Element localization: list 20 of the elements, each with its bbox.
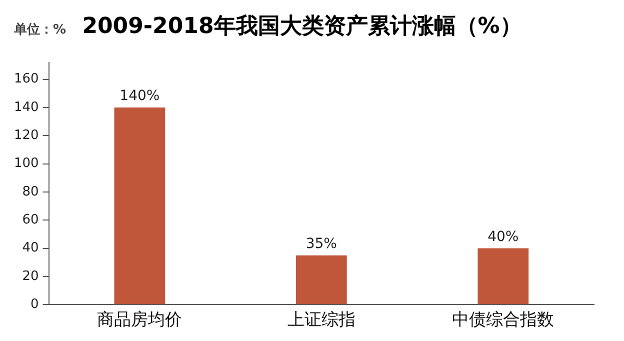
- y-tick-label: 40: [22, 240, 39, 256]
- x-tick-label: 商品房均价: [97, 310, 182, 330]
- bar: [296, 255, 347, 304]
- x-tick-label: 上证综指: [287, 310, 356, 330]
- bar: [114, 107, 166, 304]
- y-tick-label: 20: [22, 268, 39, 284]
- y-tick-label: 140: [14, 100, 39, 115]
- chart-title: 2009-2018年我国大类资产累计涨幅（%）: [82, 12, 522, 39]
- x-tick-label: 中债综合指数: [452, 310, 554, 330]
- y-tick-label: 120: [14, 128, 39, 143]
- y-tick-label: 80: [22, 184, 39, 200]
- data-label: 35%: [306, 236, 337, 252]
- data-label: 140%: [120, 88, 160, 104]
- data-label: 40%: [488, 228, 519, 245]
- bar: [478, 248, 529, 304]
- y-axis-title: 单位：%: [13, 21, 66, 38]
- y-tick-label: 0: [30, 296, 39, 312]
- y-tick-label: 160: [14, 72, 39, 87]
- y-tick-label: 60: [22, 212, 39, 228]
- y-tick-label: 100: [14, 156, 39, 172]
